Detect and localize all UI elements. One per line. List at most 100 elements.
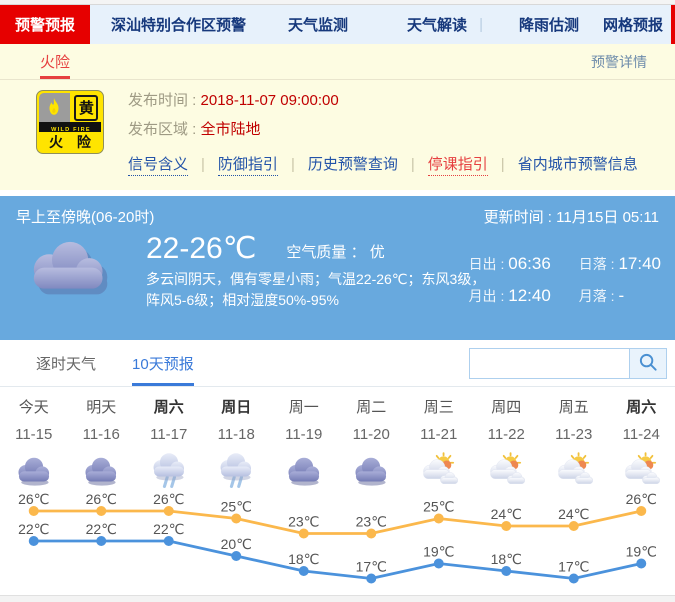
search-input[interactable]: [469, 348, 629, 379]
tab-hourly-weather[interactable]: 逐时天气: [36, 355, 97, 373]
partly-weather-icon: [608, 449, 675, 492]
day-name: 明天: [86, 399, 117, 416]
wild-fire-warning-icon: 黄 WILD FIRE 火 险: [36, 90, 104, 154]
warning-link[interactable]: 省内城市预警信息: [517, 156, 638, 173]
fire-icon-top: 黄: [39, 93, 101, 122]
forecast-day-column[interactable]: 周二 11-20: [338, 395, 406, 492]
warning-info: 发布时间 : 2018-11-07 09:00:00 发布区域 : 全市陆地 信…: [128, 90, 638, 176]
svg-text:25℃: 25℃: [221, 499, 252, 515]
svg-text:26℃: 26℃: [153, 492, 184, 507]
cloudy-weather-icon: [22, 239, 126, 311]
forecast-day-column[interactable]: 今天 11-15: [0, 395, 68, 492]
svg-text:17℃: 17℃: [356, 559, 387, 575]
fire-risk-tab[interactable]: 火险: [40, 44, 71, 79]
temperature-trend-chart: 26℃ 26℃ 26℃ 25℃ 23℃ 23℃ 25℃ 24℃ 24℃ 26℃ 22℃ 22℃ 22℃ 2…: [18, 492, 657, 584]
fire-warning-section: 火险 预警详情 黄 WILD FIRE 火 险: [0, 44, 675, 190]
day-name: 周四: [491, 399, 522, 416]
sun-moon-item: 月落 : -: [578, 286, 625, 305]
link-separator: |: [500, 156, 505, 173]
sun-moon-item: 日出 : 06:36: [468, 254, 551, 273]
search-button[interactable]: [629, 348, 667, 379]
temperature-range: 22-26℃: [146, 232, 257, 265]
forecast-day-column[interactable]: 周三 11-21: [405, 395, 473, 492]
warning-subnav: 火险 预警详情: [0, 44, 675, 80]
warning-link[interactable]: 防御指引: [217, 156, 278, 176]
warning-links-row: 信号含义 | 防御指引 | 历史预警查询 | 停课指引 | 省内城市预警信息: [128, 153, 638, 176]
day-date: 11-17: [150, 426, 188, 443]
nav-right-links: 天气解读 | 降雨估测 网格预报: [407, 5, 671, 44]
day-date: 11-19: [285, 426, 323, 443]
day-name: 周五: [558, 399, 589, 416]
forecast-tabs: 逐时天气 10天预报: [0, 340, 675, 387]
tab-ten-day-forecast[interactable]: 10天预报: [132, 340, 194, 386]
forecast-day-column[interactable]: 周五 11-23: [540, 395, 608, 492]
day-name: 周六: [626, 399, 657, 416]
svg-text:24℃: 24℃: [558, 506, 589, 522]
forecast-day-column[interactable]: 周日 11-18: [203, 395, 271, 492]
search-icon: [638, 352, 659, 376]
day-date: 11-20: [352, 426, 390, 443]
nav-link[interactable]: 天气解读: [407, 17, 468, 34]
panel-body: 22-26℃ 空气质量 ： 优 多云间阴天，偶有零星小雨；气温22-26℃；东风…: [16, 231, 661, 311]
warning-level-badge: 黄: [72, 93, 101, 122]
publish-area-row: 发布区域 : 全市陆地: [128, 119, 638, 141]
weather-description: 多云间阴天，偶有零星小雨；气温22-26℃；东风3级，阵风5-6级；相对湿度50…: [146, 271, 486, 308]
rain-weather-icon: [135, 449, 203, 492]
weather-summary: 22-26℃ 空气质量 ： 优 多云间阴天，偶有零星小雨；气温22-26℃；东风…: [146, 231, 491, 311]
publish-area-value: 全市陆地: [200, 121, 261, 138]
temp-row: 22-26℃ 空气质量 ： 优: [146, 231, 491, 266]
flame-icon: [39, 93, 70, 122]
sun-moon-item: 月出 : 12:40: [468, 286, 551, 305]
cloudy-weather-icon: [0, 449, 68, 492]
rain-weather-icon: [203, 449, 271, 492]
city-search: [469, 348, 667, 379]
warning-link[interactable]: 停课指引: [427, 156, 488, 176]
warning-link[interactable]: 信号含义: [128, 156, 189, 176]
day-name: 周六: [153, 399, 184, 416]
nav-link[interactable]: 网格预报: [602, 17, 663, 34]
svg-text:26℃: 26℃: [626, 492, 657, 507]
sun-moon-item: 日落 : 17:40: [578, 254, 661, 273]
nav-tab-warning-forecast[interactable]: 预警预报: [0, 5, 90, 44]
cloudy-weather-icon: [338, 449, 406, 492]
publish-area-label: 发布区域 :: [128, 121, 201, 138]
forecast-day-column[interactable]: 周一 11-19: [270, 395, 338, 492]
forecast-columns: 今天 11-15 明天 11-16 周六 11-17 周日 11-18 周一 11-19 周二 11-…: [0, 387, 675, 492]
svg-text:26℃: 26℃: [18, 492, 49, 507]
svg-text:25℃: 25℃: [423, 499, 454, 515]
warning-body: 黄 WILD FIRE 火 险 发布时间 : 2018-11-07 09:00:…: [0, 80, 675, 176]
nav-item-shenshan-zone[interactable]: 深汕特别合作区预警: [111, 17, 247, 34]
link-separator: |: [290, 156, 295, 173]
svg-text:20℃: 20℃: [221, 536, 252, 552]
day-date: 11-24: [622, 426, 660, 443]
svg-text:17℃: 17℃: [558, 559, 589, 575]
sun-moon-times: 日出 : 06:36 日落 : 17:40 月出 : 12:40 月落 : -: [469, 254, 661, 306]
day-name: 周日: [221, 399, 252, 416]
warning-detail-link[interactable]: 预警详情: [591, 53, 647, 70]
forecast-day-column[interactable]: 周六 11-24: [608, 395, 675, 492]
forecast-day-column[interactable]: 明天 11-16: [68, 395, 136, 492]
link-separator: |: [201, 156, 205, 173]
svg-text:18℃: 18℃: [491, 551, 522, 567]
day-date: 11-15: [15, 426, 53, 443]
svg-text:18℃: 18℃: [288, 551, 319, 567]
day-name: 今天: [18, 399, 49, 416]
forecast-day-column[interactable]: 周六 11-17: [135, 395, 203, 492]
forecast-day-column[interactable]: 周四 11-22: [473, 395, 541, 492]
svg-text:19℃: 19℃: [626, 544, 657, 560]
svg-text:24℃: 24℃: [491, 506, 522, 522]
main-nav: 预警预报 深汕特别合作区预警 天气监测 天气解读 | 降雨估测 网格预报: [0, 5, 675, 44]
day-date: 11-16: [82, 426, 120, 443]
fire-risk-label: 火 险: [49, 134, 96, 150]
partly-weather-icon: [540, 449, 608, 492]
svg-text:23℃: 23℃: [288, 514, 319, 530]
warning-link[interactable]: 历史预警查询: [307, 156, 398, 173]
day-name: 周一: [288, 399, 319, 416]
nav-item-weather-monitor[interactable]: 天气监测: [288, 17, 349, 34]
cloudy-weather-icon: [270, 449, 338, 492]
svg-text:22℃: 22℃: [86, 521, 117, 537]
nav-link[interactable]: 降雨估测: [518, 17, 579, 34]
air-quality: 空气质量 ： 优: [286, 244, 385, 261]
day-date: 11-18: [217, 426, 255, 443]
